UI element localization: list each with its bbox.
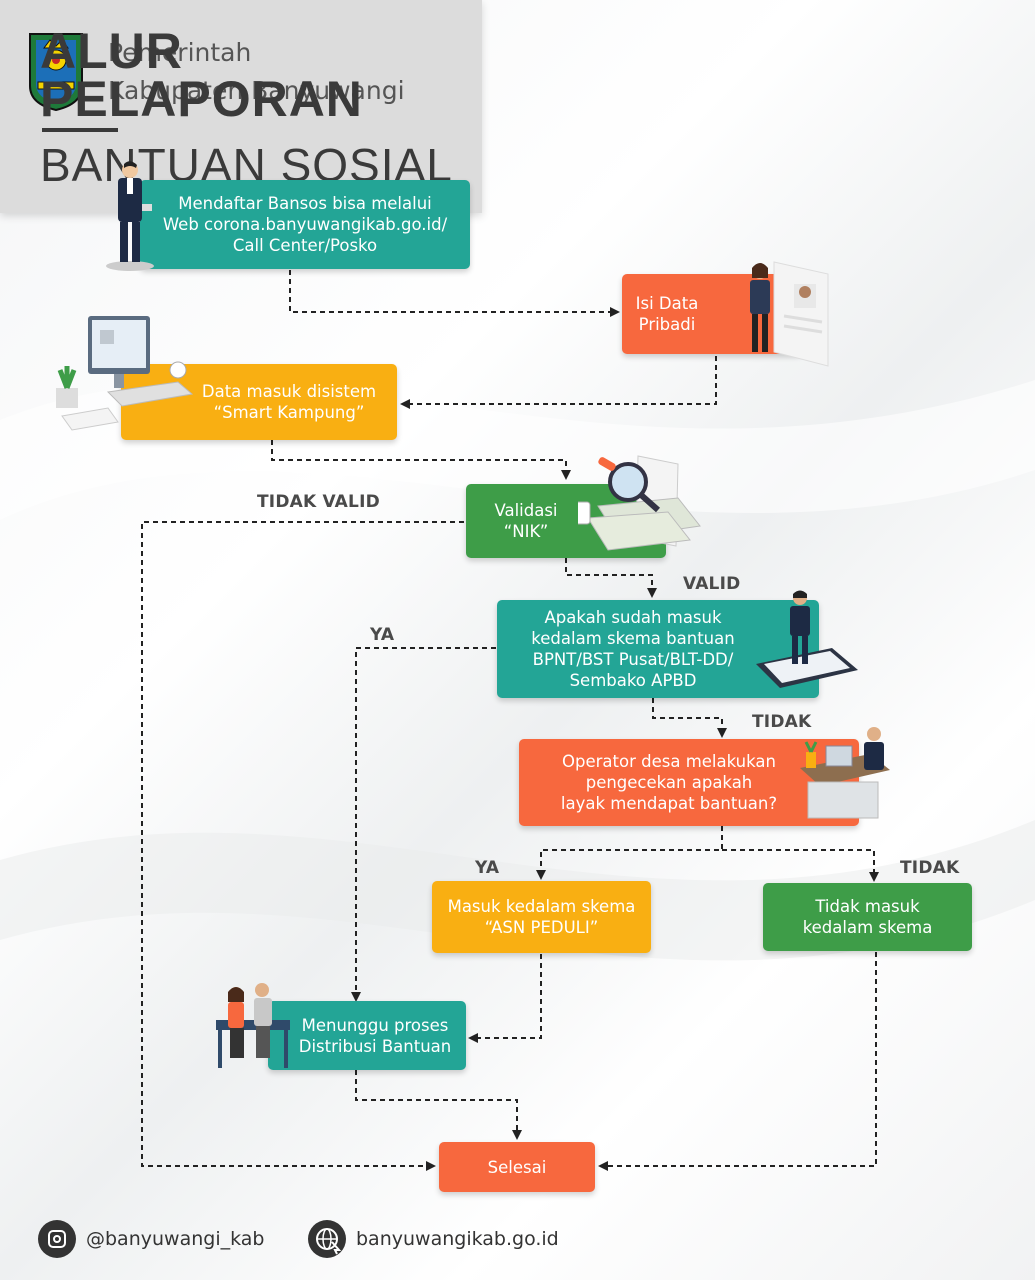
step-smart-line2: “Smart Kampung” [213, 403, 365, 422]
businessman-illustration [106, 161, 154, 271]
step-check-line4: Sembako APBD [569, 671, 697, 690]
step-register-line3: Call Center/Posko [232, 236, 378, 255]
step-not-scheme-line1: Tidak masuk [815, 897, 920, 916]
globe-icon[interactable] [308, 1220, 346, 1258]
man-with-tablet-illustration [756, 590, 858, 688]
step-personal-data: Isi Data Pribadi [622, 274, 802, 354]
step-register-line1: Mendaftar Bansos bisa melalui [178, 194, 432, 213]
woman-with-form-illustration [750, 261, 829, 367]
step-done: Selesai [439, 1142, 595, 1192]
step-operator-check: Operator desa melakukan pengecekan apaka… [519, 739, 859, 826]
step-operator-line3: layak mendapat bantuan? [560, 794, 778, 813]
step-waiting-line2: Distribusi Bantuan [298, 1036, 452, 1056]
arrow-operator-split [536, 826, 723, 880]
step-smart-kampung: Data masuk disistem “Smart Kampung” [121, 364, 397, 440]
step-done-label: Selesai [487, 1157, 547, 1177]
step-waiting-line1: Menunggu proses [301, 1015, 449, 1035]
label-yes-2: YA [475, 858, 500, 878]
org-line2: Kabupaten Banyuwangi [108, 76, 405, 105]
title-panel: ALUR PELAPORAN BANTUAN SOSIAL [0, 0, 482, 213]
org-line1: Pemerintah [108, 38, 252, 67]
instagram-icon[interactable] [38, 1220, 76, 1258]
computer-desk-illustration [56, 316, 194, 431]
step-not-scheme-line2: kedalam skema [802, 918, 933, 937]
step-register-line2: Web corona.banyuwangikab.go.id/ [162, 215, 448, 234]
step-asn-line1: Masuk kedalam skema [447, 897, 636, 916]
arrow-validate-invalid-to-done [141, 521, 464, 1171]
step-check-scheme: Apakah sudah masuk kedalam skema bantuan… [497, 600, 819, 698]
step-operator-line2: pengecekan apakah [585, 773, 753, 792]
step-register: Mendaftar Bansos bisa melalui Web corona… [140, 180, 470, 269]
banyuwangi-emblem-logo [29, 33, 83, 112]
arrow-not-scheme-to-done [598, 952, 877, 1171]
arrow-register-to-personal [289, 270, 620, 317]
step-check-line3: BPNT/BST Pusat/BLT-DD/ [532, 650, 734, 669]
label-no-2: TIDAK [900, 858, 960, 878]
step-smart-line1: Data masuk disistem [201, 382, 377, 401]
arrow-waiting-to-done [355, 1070, 522, 1140]
step-personal-line1: Isi Data [635, 294, 699, 313]
arrow-asn-to-waiting [468, 954, 542, 1043]
arrow-operator-to-not-scheme [722, 849, 879, 882]
magnifier-documents-illustration [578, 455, 701, 551]
label-yes-1: YA [370, 625, 395, 645]
arrow-personal-to-smart [400, 356, 717, 409]
title-line1: ALUR [40, 23, 183, 79]
label-not-valid: TIDAK VALID [257, 492, 380, 512]
step-personal-line2: Pribadi [638, 315, 696, 334]
title-divider [42, 128, 118, 132]
label-valid: VALID [683, 574, 741, 594]
step-check-line1: Apakah sudah masuk [544, 608, 722, 627]
step-asn-line2: “ASN PEDULI” [484, 918, 599, 937]
title-line2: PELAPORAN [40, 71, 363, 127]
website-url[interactable]: banyuwangikab.go.id [356, 1228, 559, 1250]
step-check-line2: kedalam skema bantuan [531, 629, 735, 648]
arrow-check-no-to-operator [652, 698, 727, 738]
step-waiting-distribution: Menunggu proses Distribusi Bantuan [268, 1001, 466, 1070]
step-not-in-scheme: Tidak masuk kedalam skema [763, 883, 972, 951]
step-validate-line2: “NIK” [503, 522, 549, 541]
people-waiting-illustration [216, 983, 290, 1068]
instagram-handle[interactable]: @banyuwangi_kab [86, 1228, 265, 1250]
step-asn-peduli: Masuk kedalam skema “ASN PEDULI” [432, 881, 651, 953]
arrow-check-yes-to-waiting [351, 647, 496, 1002]
label-no-1: TIDAK [752, 712, 812, 732]
step-operator-line1: Operator desa melakukan [562, 752, 776, 771]
step-validate-line1: Validasi [494, 501, 558, 520]
arrow-smart-to-validate [271, 440, 571, 480]
operator-at-desk-illustration [800, 727, 890, 819]
